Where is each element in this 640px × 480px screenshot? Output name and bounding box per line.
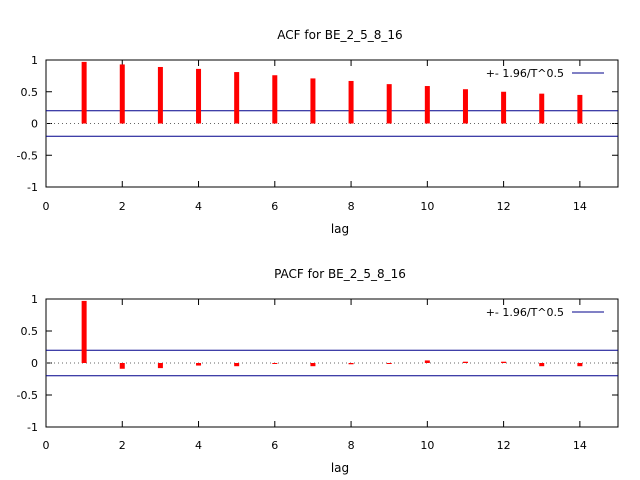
x-tick-label: 4 xyxy=(195,439,202,452)
chart-title: PACF for BE_2_5_8_16 xyxy=(274,267,406,281)
y-tick-label: 0 xyxy=(31,118,38,131)
bar-lag-7 xyxy=(310,78,316,124)
x-axis-label: lag xyxy=(331,222,349,236)
y-tick-label: 0.5 xyxy=(21,325,39,338)
pacf-panel: PACF for BE_2_5_8_16 1 0.5 0 -0.5 -1 0 2 4 6 8 10 12… xyxy=(17,267,619,475)
bar-lag-3 xyxy=(157,66,163,124)
acf-panel: ACF for BE_2_5_8_16 1 0.5 0 -0.5 -1 0 2 4 6 8 10 12 1… xyxy=(17,28,619,236)
bar-lag-4 xyxy=(196,68,202,124)
y-tick-label: 0 xyxy=(31,357,38,370)
bar-lag-6 xyxy=(272,363,278,364)
bar-lag-9 xyxy=(386,84,392,124)
bar-lag-12 xyxy=(501,361,507,363)
bar-lag-3 xyxy=(157,363,163,369)
bar-lag-8 xyxy=(348,80,354,124)
bar-lag-11 xyxy=(462,361,468,363)
y-tick-label: -1 xyxy=(27,181,38,194)
x-tick-label: 14 xyxy=(573,439,587,452)
x-tick-label: 2 xyxy=(119,439,126,452)
x-tick-label: 14 xyxy=(573,200,587,213)
chart-title: ACF for BE_2_5_8_16 xyxy=(277,28,402,42)
bar-lag-9 xyxy=(386,363,392,364)
bar-lag-4 xyxy=(196,363,202,366)
y-tick-label: -1 xyxy=(27,421,38,434)
y-tick-label: 1 xyxy=(31,293,38,306)
x-tick-label: 8 xyxy=(348,439,355,452)
bar-lag-5 xyxy=(234,72,240,124)
bar-lag-12 xyxy=(501,91,507,124)
y-tick-label: -0.5 xyxy=(17,389,38,402)
bar-lag-13 xyxy=(539,93,545,124)
bar-lag-1 xyxy=(81,61,87,124)
bar-lag-6 xyxy=(272,75,278,124)
legend: +- 1.96/T^0.5 xyxy=(486,67,604,80)
bar-lag-14 xyxy=(577,94,583,124)
x-tick-label: 4 xyxy=(195,200,202,213)
bar-lag-5 xyxy=(234,363,240,367)
bar-lag-14 xyxy=(577,363,583,367)
bar-lag-2 xyxy=(119,363,125,369)
x-axis-label: lag xyxy=(331,461,349,475)
bar-lag-1 xyxy=(81,300,87,363)
y-tick-label: -0.5 xyxy=(17,149,38,162)
x-tick-label: 0 xyxy=(43,439,50,452)
legend-label: +- 1.96/T^0.5 xyxy=(486,67,564,80)
x-tick-label: 12 xyxy=(497,200,511,213)
bar-lag-10 xyxy=(424,86,430,124)
x-tick-label: 10 xyxy=(420,200,434,213)
y-tick-label: 1 xyxy=(31,54,38,67)
x-tick-label: 6 xyxy=(271,200,278,213)
x-tick-label: 6 xyxy=(271,439,278,452)
bar-lag-7 xyxy=(310,363,316,367)
x-tick-label: 2 xyxy=(119,200,126,213)
y-tick-label: 0.5 xyxy=(21,86,39,99)
x-tick-label: 8 xyxy=(348,200,355,213)
bar-lag-8 xyxy=(348,363,354,365)
bar-lag-13 xyxy=(539,363,545,367)
x-tick-label: 0 xyxy=(43,200,50,213)
bar-lag-10 xyxy=(424,360,430,363)
bar-lag-11 xyxy=(462,89,468,124)
x-tick-label: 12 xyxy=(497,439,511,452)
legend-label: +- 1.96/T^0.5 xyxy=(486,306,564,319)
bar-lag-2 xyxy=(119,64,125,124)
legend: +- 1.96/T^0.5 xyxy=(486,306,604,319)
x-tick-label: 10 xyxy=(420,439,434,452)
